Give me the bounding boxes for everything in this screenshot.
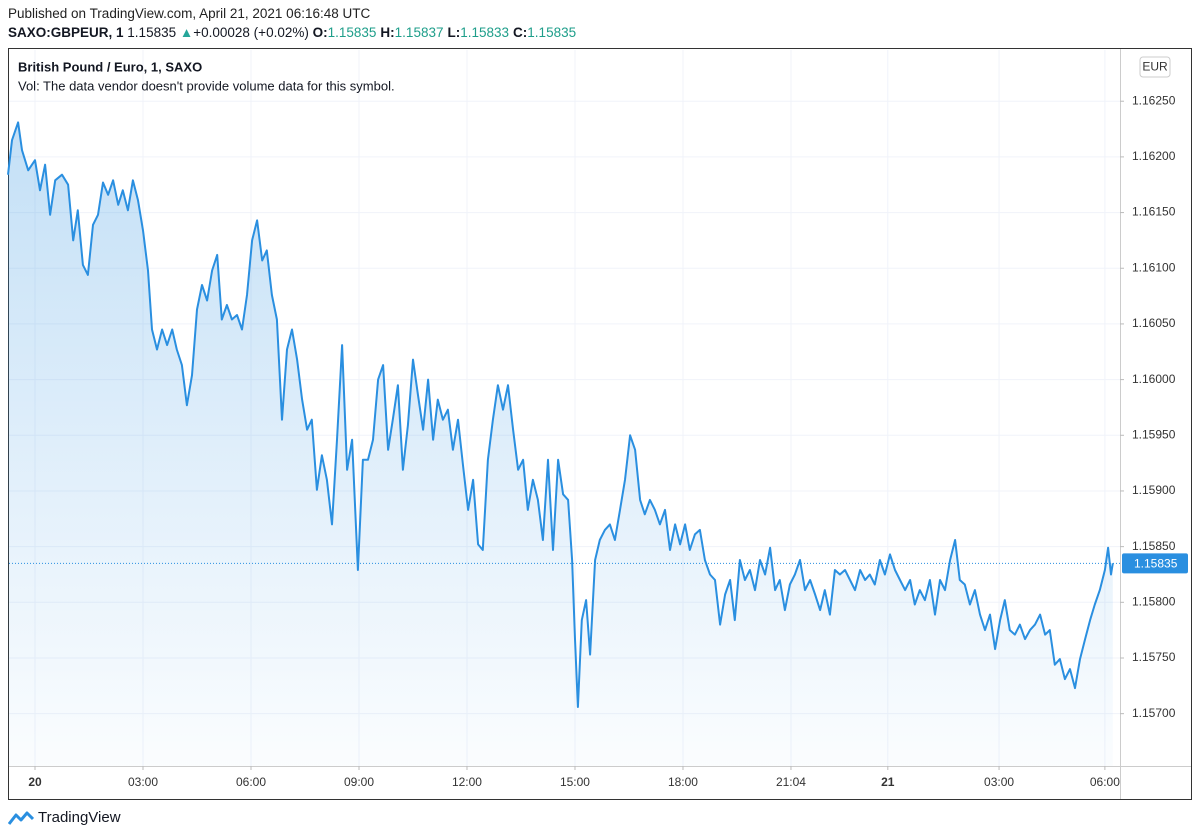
y-tick-label: 1.15700	[1132, 706, 1176, 720]
currency-box	[1139, 56, 1171, 78]
price-line	[7, 121, 1114, 708]
brand-icon	[8, 811, 34, 825]
y-tick-label: 1.15950	[1132, 427, 1176, 441]
brand-name: TradingView	[38, 809, 121, 826]
y-tick-label: 1.15900	[1132, 483, 1176, 497]
brand-logo: TradingView	[8, 809, 121, 826]
x-tick-label: 03:00	[128, 775, 158, 789]
ohlc-value: 1.15835	[327, 25, 377, 40]
last-price: 1.15835	[127, 25, 177, 40]
ohlc-label: O:	[312, 25, 328, 40]
y-tick-label: 1.16150	[1132, 205, 1176, 219]
up-arrow: ▲	[179, 25, 194, 40]
published-note: Published on TradingView.com, April 21, …	[8, 6, 371, 21]
chart-subtitle: Vol: The data vendor doesn't provide vol…	[18, 78, 395, 93]
ohlc-label: L:	[447, 25, 461, 40]
x-tick-label: 18:00	[668, 775, 698, 789]
ohlc-value: 1.15837	[394, 25, 444, 40]
x-tick-label: 06:00	[236, 775, 266, 789]
y-tick-label: 1.16200	[1132, 149, 1176, 163]
y-tick-label: 1.16050	[1132, 316, 1176, 330]
change: +0.00028 (+0.02%)	[193, 25, 309, 40]
x-tick-label: 06:00	[1090, 775, 1120, 789]
ohlc: O:1.15835 H:1.15837 L:1.15833 C:1.15835	[313, 25, 581, 40]
ohlc-value: 1.15835	[527, 25, 577, 40]
y-tick-label: 1.15750	[1132, 650, 1176, 664]
symbol: SAXO:GBPEUR, 1	[8, 25, 124, 40]
ohlc-label: C:	[513, 25, 528, 40]
last-price-label: 1.15835	[1134, 557, 1178, 571]
x-tick-label: 15:00	[560, 775, 590, 789]
currency: EUR	[1142, 60, 1168, 74]
last-price-tag	[1122, 553, 1188, 574]
x-tick-label: 21:04	[776, 775, 806, 789]
x-tick-label: 12:00	[452, 775, 482, 789]
y-tick-label: 1.16250	[1132, 93, 1176, 107]
chart-title: British Pound / Euro, 1, SAXO	[18, 59, 202, 74]
x-tick-label: 21	[881, 775, 895, 789]
y-tick-label: 1.16000	[1132, 372, 1176, 386]
quote-line: SAXO:GBPEUR, 1 1.15835 ▲+0.00028 (+0.02%…	[8, 25, 580, 40]
x-tick-label: 03:00	[984, 775, 1014, 789]
y-tick-label: 1.15850	[1132, 539, 1176, 553]
y-tick-label: 1.16100	[1132, 260, 1176, 274]
ohlc-value: 1.15833	[460, 25, 510, 40]
ohlc-label: H:	[380, 25, 395, 40]
x-tick-label: 20	[28, 775, 42, 789]
area-fill	[8, 122, 1113, 766]
y-tick-label: 1.15800	[1132, 594, 1176, 608]
x-tick-label: 09:00	[344, 775, 374, 789]
